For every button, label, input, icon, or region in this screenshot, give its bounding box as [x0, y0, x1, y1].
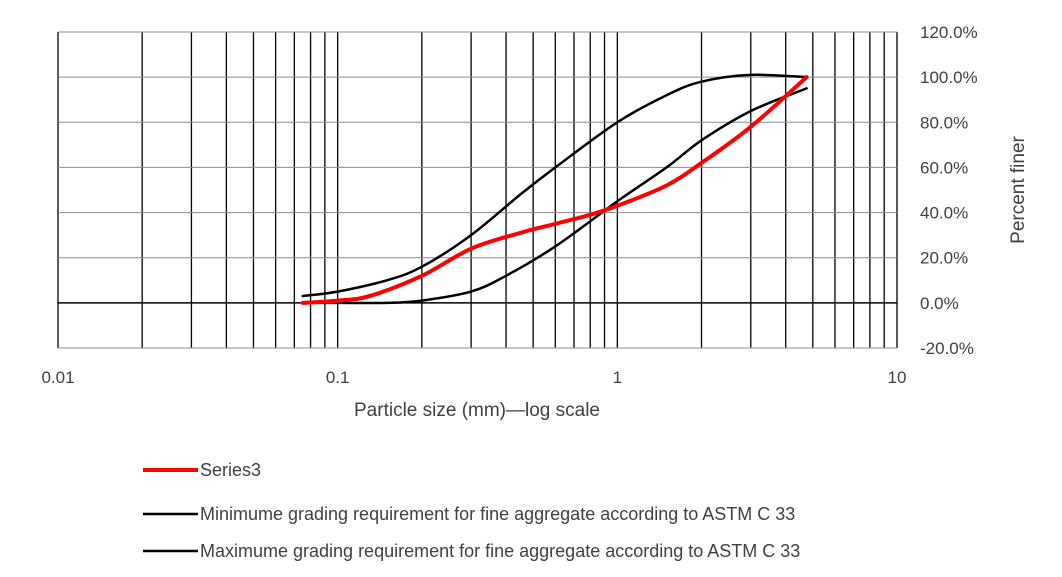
y-tick-label: 60.0%: [920, 158, 968, 177]
y-tick-label: 100.0%: [920, 68, 978, 87]
legend-label: Series3: [200, 460, 261, 480]
y-axis-tick-labels: -20.0% 0.0% 20.0% 40.0% 60.0% 80.0% 100.0% 120.…: [920, 23, 978, 358]
grid-lines: [57, 31, 898, 349]
x-tick-label: 0.01: [41, 368, 74, 387]
series-lines: [300, 73, 809, 305]
legend-label: Maximume grading requirement for fine ag…: [200, 541, 800, 561]
y-tick-label: 40.0%: [920, 204, 968, 223]
minimum-grading-line: [301, 87, 808, 305]
x-tick-label: 1: [613, 368, 622, 387]
y-tick-label: 120.0%: [920, 23, 978, 42]
series3-line: [300, 75, 809, 305]
y-axis-title: Percent finer: [1008, 135, 1029, 243]
x-axis-title: Particle size (mm)—log scale: [354, 400, 600, 421]
legend: Series3 Minimume grading requirement for …: [143, 460, 800, 561]
legend-label: Minimume grading requirement for fine ag…: [200, 504, 795, 524]
y-tick-label: -20.0%: [920, 339, 974, 358]
x-tick-label: 0.1: [326, 368, 350, 387]
y-tick-label: 80.0%: [920, 113, 968, 132]
maximum-grading-line: [301, 73, 808, 298]
y-tick-label: 20.0%: [920, 249, 968, 268]
y-tick-label: 0.0%: [920, 294, 959, 313]
x-tick-label: 10: [888, 368, 907, 387]
x-axis-tick-labels: 0.01 0.1 1 10: [41, 368, 906, 387]
